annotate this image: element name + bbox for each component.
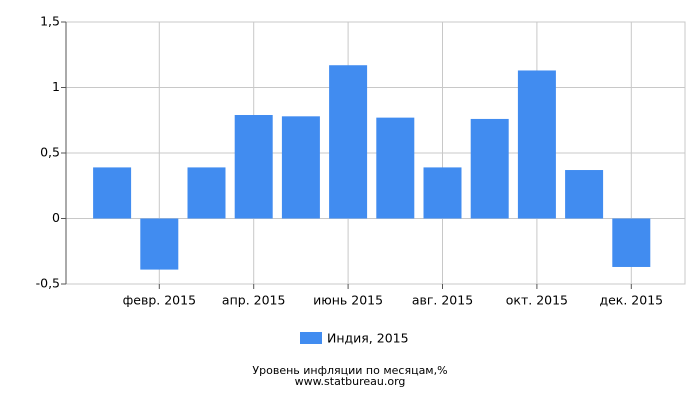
x-tick-label: июнь 2015	[313, 293, 383, 308]
chart-title: Уровень инфляции по месяцам,%	[252, 364, 447, 377]
y-tick-label: 1,5	[40, 14, 60, 29]
source: www.statbureau.org	[295, 375, 406, 388]
x-tick-label: дек. 2015	[599, 293, 663, 308]
bar	[281, 116, 320, 219]
x-tick-label: февр. 2015	[123, 293, 196, 308]
legend-label: Индия, 2015	[327, 331, 409, 346]
bar	[93, 167, 132, 219]
y-tick-label: 0,5	[40, 145, 60, 160]
bar	[376, 117, 415, 219]
bar	[470, 118, 509, 219]
y-tick-label: 1	[52, 79, 60, 94]
bar	[140, 218, 179, 270]
y-tick-label: -0,5	[36, 276, 60, 291]
x-tick-label: авг. 2015	[412, 293, 473, 308]
bar	[329, 65, 368, 219]
legend-swatch	[300, 332, 322, 344]
bar	[187, 167, 226, 219]
x-tick-label: окт. 2015	[506, 293, 568, 308]
bar	[565, 170, 604, 219]
x-tick-label: апр. 2015	[222, 293, 286, 308]
bar	[612, 218, 651, 267]
bar	[423, 167, 462, 219]
bar	[234, 115, 273, 219]
bar	[517, 70, 556, 219]
y-tick-label: 0	[52, 210, 60, 225]
